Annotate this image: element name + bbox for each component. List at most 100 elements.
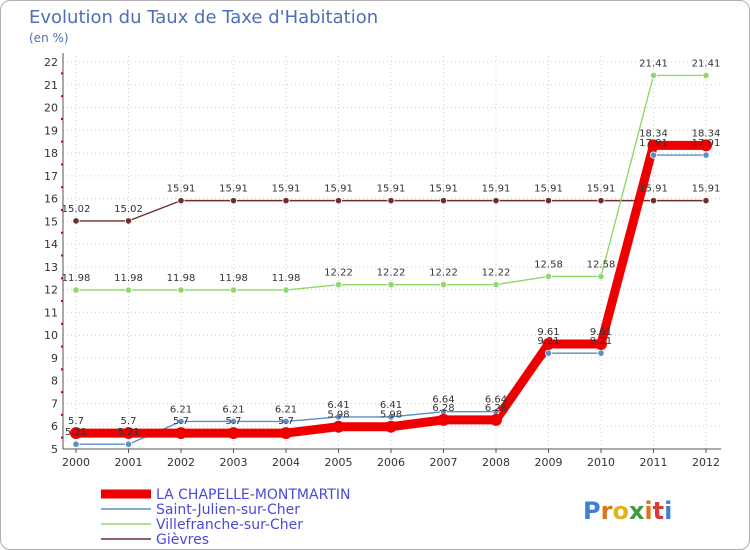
data-point-gievres [702, 197, 710, 205]
data-point-gievres [229, 197, 238, 205]
value-label-saint-julien-sur-cher: 6.21 [222, 404, 244, 415]
value-label-la-chapelle-montmartin: 18.34 [639, 128, 668, 139]
data-point-gievres [177, 197, 185, 205]
value-label-la-chapelle-montmartin: 5.7 [68, 416, 84, 427]
chart-title: Evolution du Taux de Taxe d'Habitation [29, 7, 379, 28]
y-tick-label: 7 [51, 397, 58, 410]
value-label-la-chapelle-montmartin: 5.7 [226, 416, 242, 427]
chart-unit: (en %) [29, 31, 69, 45]
y-minor-tick [61, 300, 63, 303]
value-label-villefranche-sur-cher: 12.22 [482, 268, 511, 279]
legend: LA CHAPELLE-MONTMARTINSaint-Julien-sur-C… [101, 487, 350, 548]
y-minor-tick [61, 345, 63, 348]
value-label-saint-julien-sur-cher: 5.21 [65, 427, 87, 438]
data-point-saint-julien-sur-cher [124, 440, 133, 448]
data-point-villefranche-sur-cher [649, 71, 658, 80]
data-point-villefranche-sur-cher [177, 286, 185, 294]
value-label-gievres: 15.02 [62, 204, 91, 215]
y-tick-label: 22 [44, 56, 58, 69]
x-tick-label: 2002 [167, 456, 195, 469]
y-minor-tick [61, 140, 63, 143]
data-point-saint-julien-sur-cher [649, 151, 658, 159]
gridlines [63, 56, 721, 450]
value-label-saint-julien-sur-cher: 17.91 [639, 138, 668, 149]
data-point-villefranche-sur-cher [229, 286, 238, 294]
value-label-villefranche-sur-cher: 12.22 [377, 268, 406, 279]
value-label-la-chapelle-montmartin: 6.28 [485, 403, 507, 414]
y-tick-label: 16 [44, 193, 58, 206]
y-tick-label: 17 [44, 170, 58, 183]
data-point-villefranche-sur-cher [334, 281, 343, 289]
x-tick-label: 2009 [535, 456, 563, 469]
value-label-villefranche-sur-cher: 12.22 [429, 268, 458, 279]
y-minor-tick [61, 208, 63, 211]
value-label-saint-julien-sur-cher: 9.21 [590, 336, 612, 347]
data-point-la-chapelle-montmartin [70, 427, 82, 440]
data-point-saint-julien-sur-cher [334, 413, 343, 421]
data-point-villefranche-sur-cher [702, 71, 710, 80]
y-minor-tick [61, 231, 63, 234]
value-label-la-chapelle-montmartin: 5.98 [327, 410, 349, 421]
x-tick-label: 2004 [272, 456, 300, 469]
value-label-gievres: 15.91 [272, 184, 301, 195]
value-label-gievres: 15.91 [377, 184, 406, 195]
axes: 5 6 7 8 9 10 11 12 13 14 15 16 17 18 19 20 21 22 2000 2001 2… [44, 53, 721, 469]
value-label-saint-julien-sur-cher: 17.91 [692, 138, 721, 149]
value-label-la-chapelle-montmartin: 6.28 [432, 403, 454, 414]
data-point-villefranche-sur-cher [72, 286, 80, 294]
value-label-la-chapelle-montmartin: 9.61 [537, 327, 559, 338]
value-label-saint-julien-sur-cher: 6.64 [432, 395, 454, 406]
data-point-gievres [439, 197, 448, 205]
y-minor-tick [61, 186, 63, 189]
x-tick-label: 2001 [115, 456, 143, 469]
y-tick-label: 10 [44, 329, 58, 342]
x-tick-label: 2006 [377, 456, 405, 469]
data-point-villefranche-sur-cher [439, 281, 448, 289]
value-label-la-chapelle-montmartin: 9.61 [590, 327, 612, 338]
value-label-gievres: 15.91 [482, 184, 511, 195]
data-point-gievres [492, 197, 500, 205]
value-label-villefranche-sur-cher: 11.98 [167, 273, 196, 284]
value-label-saint-julien-sur-cher: 6.21 [275, 404, 297, 415]
y-minor-tick [61, 117, 63, 120]
data-point-saint-julien-sur-cher [72, 440, 80, 448]
y-minor-tick [61, 436, 63, 439]
value-label-villefranche-sur-cher: 11.98 [62, 273, 91, 284]
legend-label-la-chapelle-montmartin: LA CHAPELLE-MONTMARTIN [156, 487, 350, 503]
y-tick-label: 13 [44, 261, 58, 274]
y-minor-tick [61, 72, 63, 75]
x-tick-label: 2003 [220, 456, 248, 469]
y-tick-label: 8 [51, 375, 58, 388]
x-tick-label: 2010 [587, 456, 615, 469]
value-label-saint-julien-sur-cher: 9.21 [537, 336, 559, 347]
value-label-gievres: 15.91 [219, 184, 248, 195]
data-point-saint-julien-sur-cher [282, 417, 290, 426]
value-label-villefranche-sur-cher: 21.41 [639, 58, 668, 69]
value-label-gievres: 15.91 [587, 184, 616, 195]
data-point-gievres [544, 197, 553, 205]
y-tick-label: 19 [44, 124, 58, 137]
proxiti-logo: Proxiti [583, 497, 672, 525]
data-point-saint-julien-sur-cher [544, 349, 553, 357]
value-label-saint-julien-sur-cher: 5.21 [117, 427, 139, 438]
value-label-gievres: 15.91 [639, 184, 668, 195]
data-point-gievres [387, 197, 395, 205]
data-point-villefranche-sur-cher [282, 286, 290, 294]
y-minor-tick [61, 163, 63, 166]
value-label-villefranche-sur-cher: 21.41 [692, 58, 721, 69]
data-point-la-chapelle-montmartin [122, 427, 135, 440]
data-point-saint-julien-sur-cher [229, 417, 238, 426]
y-minor-tick [61, 277, 63, 280]
data-point-la-chapelle-montmartin [595, 338, 607, 351]
data-point-gievres [649, 197, 658, 205]
x-tick-label: 2012 [692, 456, 720, 469]
value-label-la-chapelle-montmartin: 5.7 [278, 416, 294, 427]
y-tick-label: 20 [44, 102, 58, 115]
value-label-saint-julien-sur-cher: 6.64 [485, 395, 507, 406]
value-label-la-chapelle-montmartin: 5.7 [173, 416, 189, 427]
value-label-villefranche-sur-cher: 12.22 [324, 268, 353, 279]
data-point-la-chapelle-montmartin [542, 338, 555, 351]
value-label-saint-julien-sur-cher: 6.41 [380, 400, 402, 411]
